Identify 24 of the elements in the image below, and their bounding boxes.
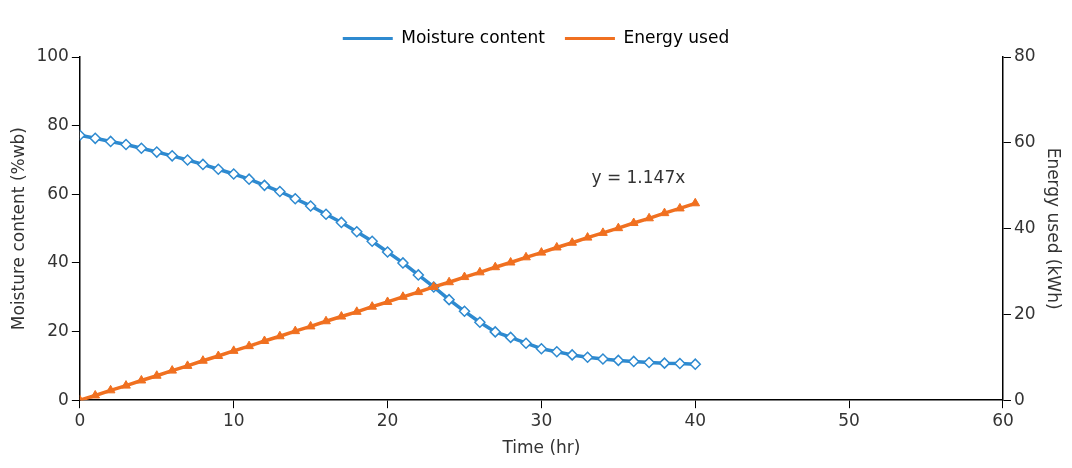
y-tick-label: 20 bbox=[47, 319, 69, 340]
y-tick-label: 80 bbox=[47, 114, 69, 135]
x-tick-label: 50 bbox=[838, 409, 860, 430]
y2-tick-label: 0 bbox=[1013, 388, 1025, 409]
y-tick-label: 0 bbox=[58, 388, 69, 409]
y-tick-label: 60 bbox=[47, 182, 69, 203]
x-tick-label: 10 bbox=[222, 409, 245, 430]
y2-tick-label: 60 bbox=[1013, 131, 1036, 152]
y2-axis-title: Energy used (kWh) bbox=[1044, 147, 1065, 310]
x-axis-title: Time (hr) bbox=[501, 437, 581, 458]
x-tick-label: 20 bbox=[376, 409, 399, 430]
y-tick-label: 40 bbox=[47, 251, 69, 272]
x-tick-label: 30 bbox=[530, 409, 553, 430]
x-tick-label: 40 bbox=[684, 409, 707, 430]
y2-tick-label: 20 bbox=[1013, 302, 1036, 323]
y2-tick-label: 80 bbox=[1013, 45, 1036, 66]
x-tick-label: 0 bbox=[74, 409, 86, 430]
legend-label: Moisture content bbox=[401, 26, 546, 47]
y2-tick-label: 40 bbox=[1013, 217, 1036, 238]
y-tick-label: 100 bbox=[36, 45, 69, 66]
annotation: y = 1.147x bbox=[591, 167, 686, 188]
x-tick-label: 60 bbox=[992, 409, 1014, 430]
legend-label: Energy used bbox=[623, 26, 730, 47]
y-axis-title: Moisture content (%wb) bbox=[7, 127, 28, 331]
